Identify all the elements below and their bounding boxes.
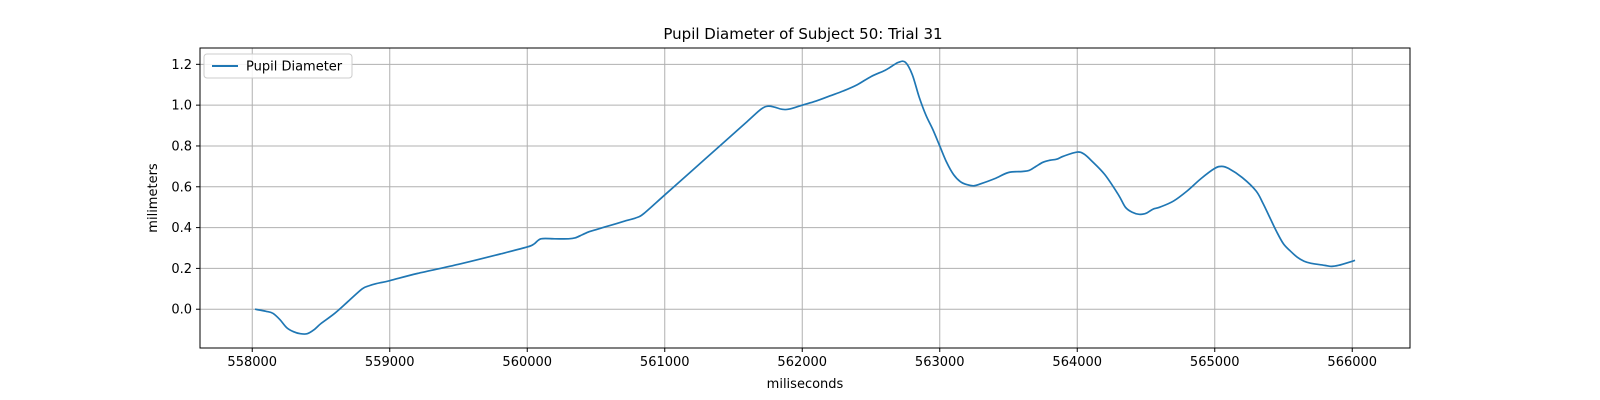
x-tick-label: 560000 — [502, 355, 552, 370]
x-tick-label: 566000 — [1327, 355, 1377, 370]
grid-lines — [200, 48, 1410, 348]
x-tick-label: 559000 — [365, 355, 415, 370]
y-tick-label: 1.0 — [171, 99, 192, 114]
y-tick-label: 0.4 — [171, 221, 192, 236]
x-axis: 558000 559000 560000 561000 562000 563000 5640… — [227, 348, 1377, 370]
y-tick-label: 0.2 — [171, 262, 192, 277]
y-tick-label: 0.0 — [171, 303, 192, 318]
y-tick-label: 0.8 — [171, 139, 192, 154]
x-tick-label: 562000 — [777, 355, 827, 370]
plot-area-frame — [199, 47, 1411, 349]
y-axis: 0.0 0.2 0.4 0.6 0.8 1.0 1.2 — [171, 58, 200, 318]
x-axis-label: miliseconds — [767, 377, 844, 392]
y-tick-label: 1.2 — [171, 58, 192, 73]
y-axis-label: milimeters — [146, 163, 161, 233]
x-tick-label: 561000 — [640, 355, 690, 370]
x-tick-label: 563000 — [915, 355, 965, 370]
legend: Pupil Diameter — [203, 53, 353, 79]
y-tick-label: 0.6 — [171, 180, 192, 195]
series-line-pupil-diameter — [254, 60, 1356, 335]
legend-box — [203, 53, 353, 79]
legend-entry-pupil-diameter: Pupil Diameter — [246, 60, 343, 75]
x-tick-label: 564000 — [1052, 355, 1102, 370]
series-layer — [254, 60, 1356, 335]
x-tick-label: 558000 — [227, 355, 277, 370]
x-tick-label: 565000 — [1190, 355, 1240, 370]
chart-title: Pupil Diameter of Subject 50: Trial 31 — [663, 25, 942, 43]
